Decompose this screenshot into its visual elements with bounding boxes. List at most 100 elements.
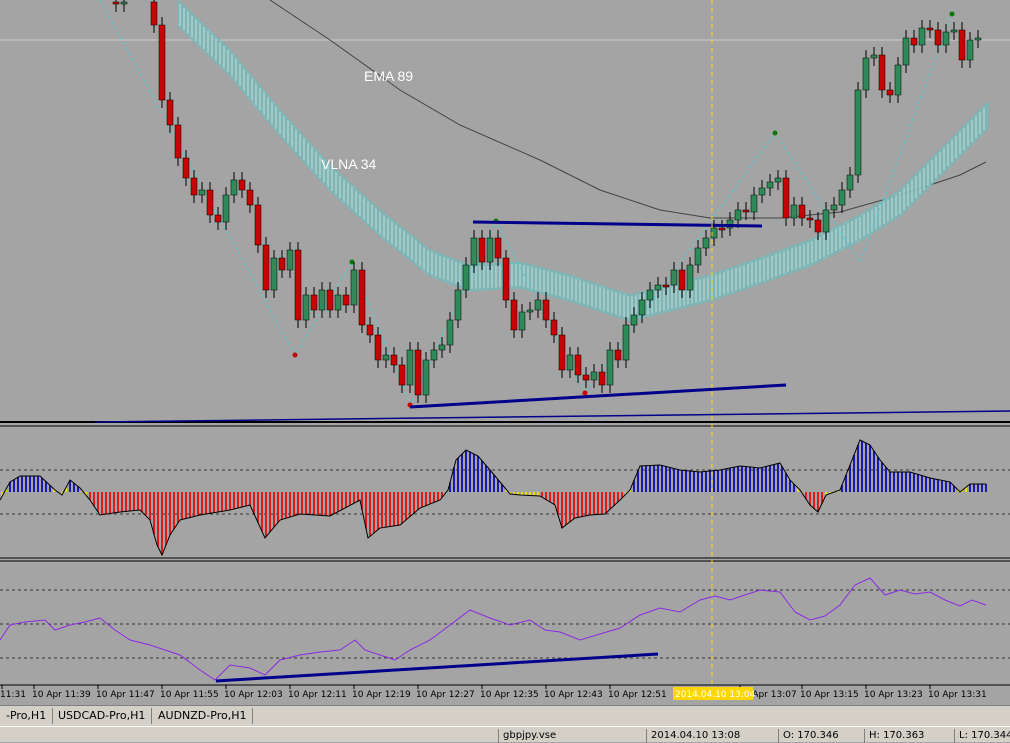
candle-bull — [854, 89, 862, 176]
candle-bear — [582, 374, 590, 381]
candle-bull — [790, 204, 798, 219]
candle-bull — [534, 299, 542, 311]
chart-canvas[interactable]: 11:31 10 Apr 11:39 10 Apr 11:47 10 Apr 11:5… — [0, 0, 1010, 705]
candle-bull — [566, 354, 574, 371]
candle-bull — [622, 324, 630, 361]
candle-bull — [438, 344, 446, 351]
candle-bull — [462, 264, 470, 291]
time-axis-label: 10 Apr 13:15 — [800, 690, 859, 700]
candle-bull — [590, 371, 598, 381]
time-axis-label: 10 Apr 12:19 — [352, 690, 411, 700]
candle-bear — [214, 214, 222, 223]
candle-bull — [846, 174, 854, 191]
candle-bull — [686, 264, 694, 291]
time-axis: 11:31 10 Apr 11:39 10 Apr 11:47 10 Apr 11:5… — [0, 685, 987, 700]
candle-bear — [206, 189, 214, 216]
candle-bear — [742, 209, 750, 213]
zigzag-pivot — [772, 130, 778, 136]
time-axis-label: 11:31 — [0, 690, 26, 700]
candle-bull — [670, 269, 678, 286]
candle-bear — [934, 29, 942, 46]
candle-bear — [494, 237, 502, 259]
candle-bull — [894, 64, 902, 96]
candle-bull — [222, 194, 230, 223]
candle-bull — [870, 54, 878, 59]
oscillator-line — [0, 439, 986, 557]
candle-bear — [190, 177, 198, 196]
status-bar: gbpjpy.vse 2014.04.10 13:08 O: 170.346 H… — [0, 726, 1010, 743]
candle-bull — [838, 189, 846, 206]
candle-bear — [398, 364, 406, 386]
candle-bear — [238, 179, 246, 191]
status-open: O: 170.346 — [778, 729, 867, 743]
candle-bull — [302, 294, 310, 321]
time-axis-label: 10 Apr 11:55 — [160, 690, 219, 700]
candle-bull — [694, 247, 702, 266]
candle-bear — [878, 54, 886, 91]
wave-label: VLNA 34 — [321, 156, 376, 172]
candle-bull — [470, 237, 478, 266]
status-low: L: 170.344 — [954, 729, 1010, 743]
candle-bull — [406, 349, 414, 386]
candle-bear — [246, 189, 254, 206]
candle-bull — [286, 249, 294, 271]
candle-bear — [886, 89, 894, 96]
candle-bear — [278, 257, 286, 271]
tab-chart-1[interactable]: -Pro,H1 — [0, 708, 54, 724]
candle-bear — [414, 349, 422, 396]
candle-bear — [478, 237, 486, 263]
time-axis-label: 10 Apr 12:03 — [224, 690, 283, 700]
candle-bull — [630, 314, 638, 326]
candle-bull — [942, 31, 950, 46]
candle-bull — [486, 237, 494, 263]
zigzag-pivot — [949, 11, 955, 17]
candle-bear — [166, 99, 174, 126]
candle-bear — [814, 219, 822, 233]
resistance-trendline — [472, 220, 763, 228]
candle-bull — [270, 257, 278, 291]
candle-bull — [454, 289, 462, 321]
candle-bull — [766, 181, 774, 189]
candle-bear — [150, 1, 158, 26]
candle-bull — [758, 187, 766, 196]
candle-bear — [510, 299, 518, 331]
candle-bull — [822, 209, 830, 233]
candle-bear — [958, 29, 966, 61]
candle-bear — [358, 269, 366, 326]
candle-bull — [950, 29, 958, 33]
candle-bear — [502, 257, 510, 301]
candle-bull — [422, 359, 430, 396]
candle-bear — [262, 244, 270, 291]
time-axis-label: 10 Apr 11:39 — [32, 690, 91, 700]
candle-bear — [926, 27, 934, 31]
candle-bear — [598, 371, 606, 386]
candle-bull — [862, 57, 870, 91]
tab-audnzd[interactable]: AUDNZD-Pro,H1 — [152, 708, 254, 724]
rsi-line — [0, 577, 987, 681]
candle-bull — [966, 39, 974, 61]
oscillator-pane — [0, 439, 1010, 557]
time-axis-label: 10 Apr 13:23 — [864, 690, 923, 700]
status-symbol: gbpjpy.vse — [498, 729, 649, 743]
tab-usdcad[interactable]: USDCAD-Pro,H1 — [52, 708, 153, 724]
candle-bull — [120, 1, 128, 5]
candle-bear — [806, 217, 814, 221]
zigzag-pivot — [292, 352, 298, 358]
time-axis-label: 10 Apr 13:31 — [928, 690, 987, 700]
candle-bear — [342, 294, 350, 306]
candle-bear — [158, 24, 166, 101]
ema-label: EMA 89 — [364, 68, 413, 84]
price-pane — [0, 0, 1010, 686]
time-axis-label: 10 Apr 13:07 — [738, 690, 797, 700]
candle-bear — [174, 124, 182, 159]
time-axis-label: 10 Apr 12:43 — [544, 690, 603, 700]
candle-bear — [326, 289, 334, 311]
candle-bear — [718, 227, 726, 231]
candle-bull — [446, 319, 454, 346]
candle-bear — [254, 204, 262, 246]
chart-tabs: -Pro,H1 USDCAD-Pro,H1 AUDNZD-Pro,H1 — [0, 705, 1010, 726]
candle-bull — [318, 289, 326, 311]
crosshair-time-box — [673, 687, 753, 700]
candle-bear — [798, 204, 806, 219]
candle-bull — [734, 209, 742, 221]
